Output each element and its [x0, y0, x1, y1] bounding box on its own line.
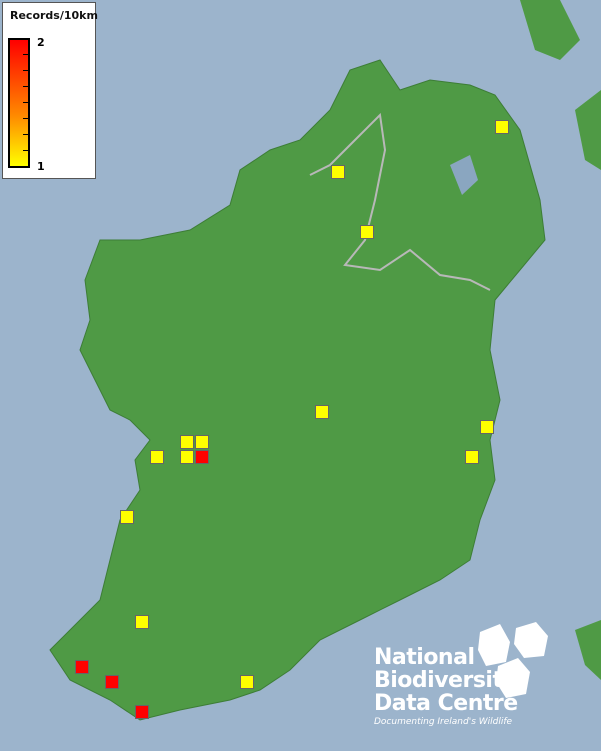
record-cell[interactable]	[331, 165, 345, 179]
ireland-landmass	[49, 59, 546, 721]
record-cell[interactable]	[120, 510, 134, 524]
legend-color-ramp	[8, 38, 30, 168]
legend-max-label: 2	[37, 36, 45, 49]
record-cell[interactable]	[315, 405, 329, 419]
record-cell[interactable]	[480, 420, 494, 434]
record-cell[interactable]	[105, 675, 119, 689]
legend-min-label: 1	[37, 160, 45, 173]
logo-hexagons-icon	[478, 622, 548, 698]
record-cell[interactable]	[465, 450, 479, 464]
lough-neagh	[450, 155, 478, 195]
legend: Records/10km 2 1	[2, 2, 98, 179]
logo-tagline: Documenting Ireland's Wildlife	[374, 717, 513, 727]
record-cell[interactable]	[195, 435, 209, 449]
wales-landmass	[575, 620, 601, 680]
record-cell[interactable]	[360, 225, 374, 239]
record-cell[interactable]	[195, 450, 209, 464]
record-cell[interactable]	[180, 435, 194, 449]
legend-title: Records/10km	[10, 9, 98, 22]
logo-line2: Biodiversity	[374, 668, 517, 693]
record-cell[interactable]	[135, 705, 149, 719]
record-cell[interactable]	[240, 675, 254, 689]
record-cell[interactable]	[75, 660, 89, 674]
logo-line3: Data Centre	[374, 691, 518, 716]
logo-line1: National	[374, 645, 475, 670]
scotland-landmass	[520, 0, 601, 170]
nbdc-logo: National Biodiversity Data Centre Docume…	[374, 622, 548, 727]
record-cell[interactable]	[495, 120, 509, 134]
record-cell[interactable]	[135, 615, 149, 629]
northern-ireland-border	[309, 112, 491, 291]
record-cell[interactable]	[150, 450, 164, 464]
record-cell[interactable]	[180, 450, 194, 464]
